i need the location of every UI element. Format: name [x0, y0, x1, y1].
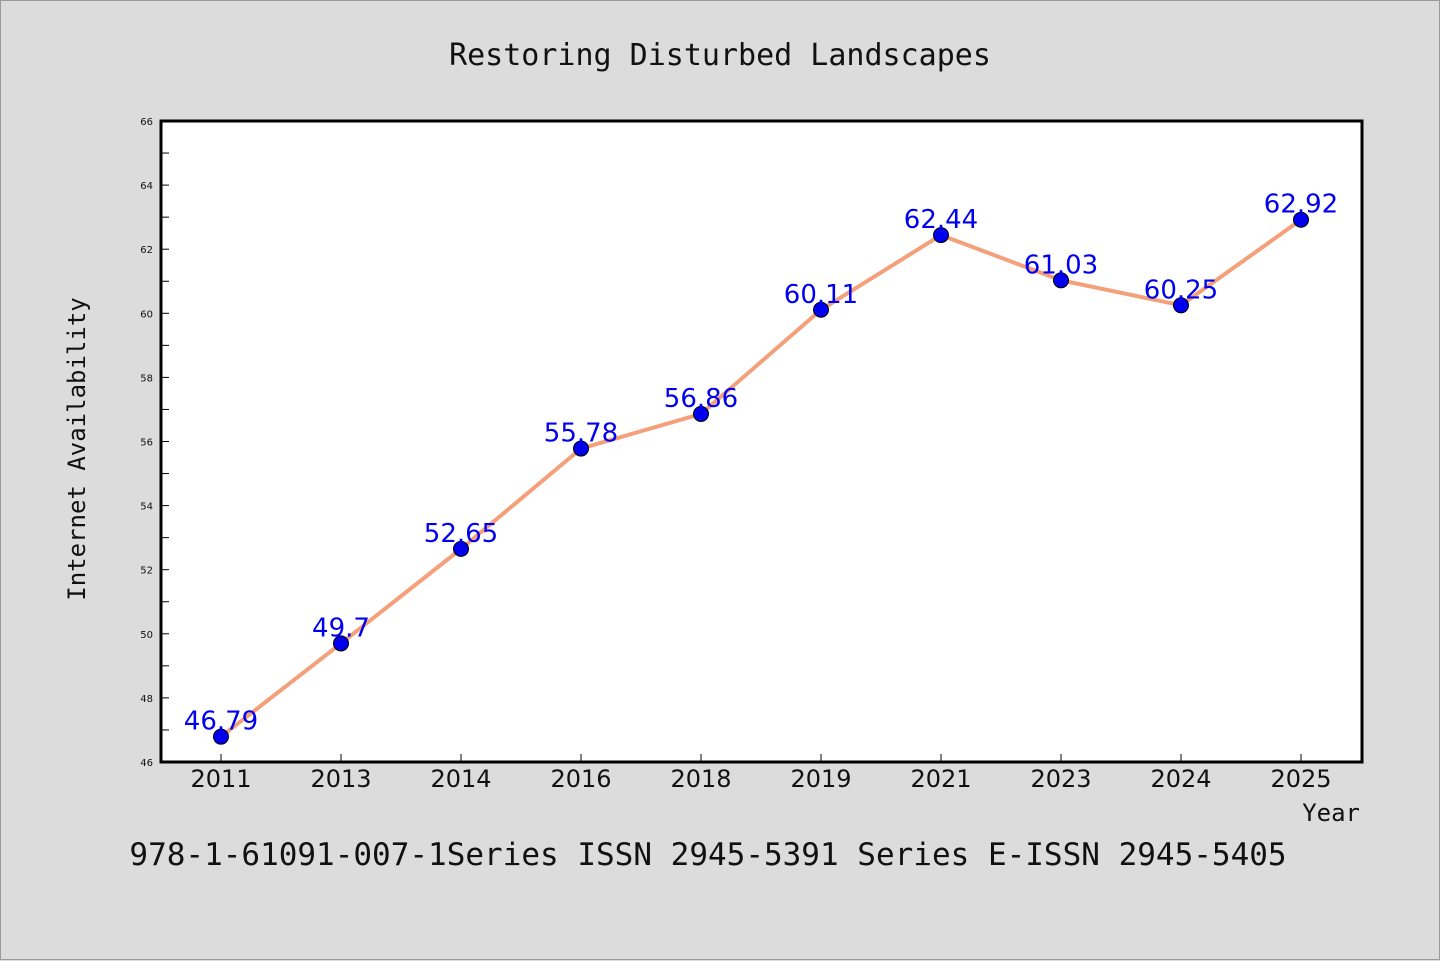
data-point [1173, 297, 1189, 314]
x-tick-label: 2018 [670, 765, 731, 793]
data-label: 60.11 [784, 280, 858, 310]
data-point [1293, 211, 1309, 228]
data-label: 55.78 [544, 419, 618, 449]
data-label: 56.86 [664, 384, 738, 414]
y-axis: 46 48 50 52 54 56 58 60 62 64 66 [140, 117, 169, 769]
data-label: 49.7 [312, 613, 370, 643]
series-layer: 46.79 49.7 52.65 55.78 56.86 60.11 62.44 61.03 6… [184, 190, 1338, 745]
x-tick-label: 2024 [1150, 765, 1211, 793]
data-label: 60.25 [1144, 275, 1218, 305]
x-tick-label: 2013 [310, 765, 371, 793]
data-point [453, 540, 469, 557]
data-point [1053, 272, 1069, 289]
x-tick-label: 2016 [550, 765, 611, 793]
isbn-footer: 978-1-61091-007-1Series ISSN 2945-5391 S… [129, 837, 1286, 873]
y-tick-label: 56 [140, 438, 153, 449]
data-point [813, 301, 829, 318]
y-tick-label: 54 [140, 502, 153, 513]
data-point [933, 227, 949, 244]
data-point [213, 728, 229, 745]
data-point [693, 405, 709, 422]
x-tick-label: 2025 [1270, 765, 1331, 793]
x-tick-label: 2014 [430, 765, 491, 793]
y-tick-label: 62 [140, 245, 153, 256]
x-axis-label: Year [1302, 799, 1360, 827]
y-tick-label: 46 [140, 758, 153, 769]
data-label: 62.92 [1264, 190, 1338, 220]
y-tick-label: 50 [140, 630, 153, 641]
y-tick-label: 66 [140, 117, 153, 128]
y-axis-label: Internet Availability [63, 297, 91, 600]
y-tick-label: 52 [140, 566, 153, 577]
y-tick-label: 64 [140, 181, 153, 192]
data-label: 61.03 [1024, 250, 1098, 280]
x-axis: 2011 2013 2014 2016 2018 2019 2021 2023 2024 2025 [190, 754, 1332, 793]
chart-title: Restoring Disturbed Landscapes [449, 38, 991, 73]
x-tick-label: 2011 [190, 765, 251, 793]
data-label: 52.65 [424, 519, 498, 549]
x-tick-label: 2023 [1030, 765, 1091, 793]
x-tick-label: 2021 [910, 765, 971, 793]
data-point [573, 440, 589, 457]
data-point [333, 635, 349, 652]
data-label: 46.79 [184, 707, 258, 737]
data-label: 62.44 [904, 205, 978, 235]
y-tick-label: 60 [140, 309, 153, 320]
y-tick-label: 48 [140, 694, 153, 705]
y-tick-label: 58 [140, 373, 153, 384]
series-line [219, 218, 1303, 739]
plot-area [159, 119, 1364, 764]
x-tick-label: 2019 [790, 765, 851, 793]
